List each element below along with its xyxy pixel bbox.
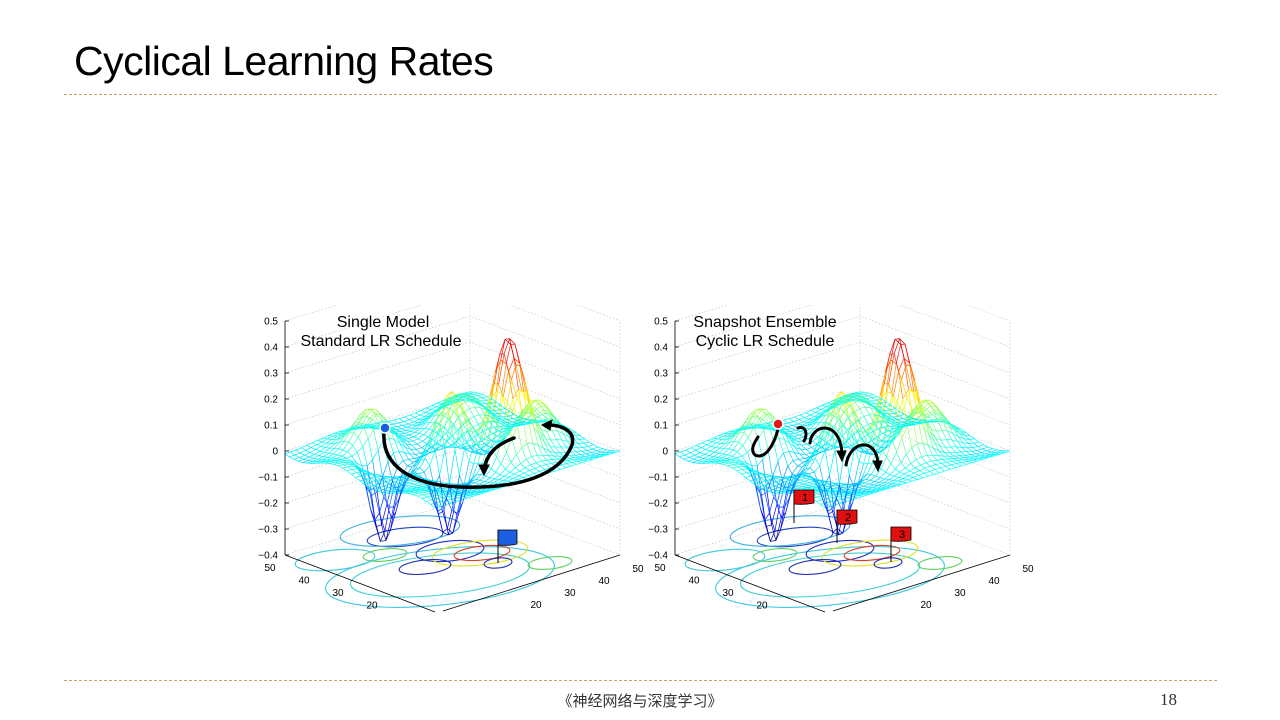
z-tick-label: −0.4: [258, 551, 278, 562]
flag-2-icon: 2: [836, 509, 858, 543]
z-tick-label: 0.4: [654, 343, 668, 354]
contour-projection: [684, 515, 963, 608]
panel-title-line2: Cyclic LR Schedule: [696, 333, 835, 350]
z-tick-label: 0.2: [264, 395, 278, 406]
slide-title: Cyclical Learning Rates: [74, 38, 494, 84]
panel-title-line2: Standard LR Schedule: [301, 333, 462, 350]
z-tick-label: 0.1: [654, 421, 668, 432]
surface-plot-single-model: 0.50.40.30.20.10−0.1−0.2−0.3−0.450403020…: [258, 305, 644, 613]
z-tick-label: 0.5: [654, 317, 668, 328]
z-tick-label: 0.4: [264, 343, 278, 354]
surface-plot-snapshot-ensemble: 0.50.40.30.20.10−0.1−0.2−0.3−0.450403020…: [648, 305, 1034, 613]
y-tick-label: 20: [756, 601, 768, 612]
loss-surface-mesh: [284, 338, 621, 542]
x-tick-label: 20: [530, 600, 542, 611]
x-tick-label: 20: [920, 600, 932, 611]
flag-icon: [497, 529, 518, 563]
z-tick-label: −0.2: [258, 499, 278, 510]
page-number: 18: [1160, 690, 1177, 709]
y-tick-label: 40: [688, 576, 700, 587]
x-tick-label: 30: [954, 588, 966, 599]
trajectory-arrows: [382, 419, 575, 489]
start-point-marker: [379, 422, 391, 434]
x-tick-label: 40: [598, 576, 610, 587]
flag-1-icon: 1: [793, 489, 815, 523]
z-tick-label: 0: [662, 447, 668, 458]
contour-projection: [294, 515, 573, 608]
z-tick-label: −0.3: [648, 525, 668, 536]
trajectory-arrows: [751, 425, 883, 473]
z-tick-label: −0.3: [258, 525, 278, 536]
x-tick-label: 40: [988, 576, 1000, 587]
y-tick-label: 50: [264, 563, 276, 574]
loss-surface-mesh: [674, 338, 1011, 542]
flag-label: 1: [802, 492, 808, 504]
z-tick-label: 0.2: [654, 395, 668, 406]
axes: 0.50.40.30.20.10−0.1−0.2−0.3−0.450403020…: [648, 317, 1034, 613]
z-tick-label: −0.1: [648, 473, 668, 484]
flag-label: 2: [845, 512, 851, 524]
y-tick-label: 30: [332, 588, 344, 599]
panel-title-line1: Single Model: [337, 314, 430, 331]
axes: 0.50.40.30.20.10−0.1−0.2−0.3−0.450403020…: [258, 317, 644, 613]
panel-single-model: 0.5 0.4 0.3 0.2 0.1 0 −0.1 −0.2 −0.3 −0.4 50 40 30 20…: [250, 305, 650, 625]
y-tick-label: 20: [366, 601, 378, 612]
flag-label: 3: [899, 529, 905, 541]
footer-book-title: 《神经网络与深度学习》: [557, 692, 723, 710]
x-tick-label: 30: [564, 588, 576, 599]
x-tick-label: 50: [632, 564, 644, 575]
z-tick-label: 0.3: [264, 369, 278, 380]
z-tick-label: 0.3: [654, 369, 668, 380]
z-tick-label: −0.4: [648, 551, 668, 562]
panel-snapshot-ensemble: 0.5 0.4 0.3 0.2 0.1 0 −0.1 −0.2 −0.3 −0.4 50 40 30 20…: [640, 305, 1040, 625]
z-tick-label: 0.1: [264, 421, 278, 432]
z-tick-label: −0.1: [258, 473, 278, 484]
x-tick-label: 50: [1022, 564, 1034, 575]
flag-3-icon: 3: [890, 526, 912, 562]
y-tick-label: 40: [298, 576, 310, 587]
footer-divider: [64, 680, 1217, 681]
panel-title-line1: Snapshot Ensemble: [693, 314, 836, 331]
y-tick-label: 30: [722, 588, 734, 599]
header-divider: [64, 94, 1217, 95]
start-point-marker: [772, 418, 784, 430]
z-tick-label: 0: [272, 447, 278, 458]
z-tick-label: −0.2: [648, 499, 668, 510]
z-tick-label: 0.5: [264, 317, 278, 328]
y-tick-label: 50: [654, 563, 666, 574]
